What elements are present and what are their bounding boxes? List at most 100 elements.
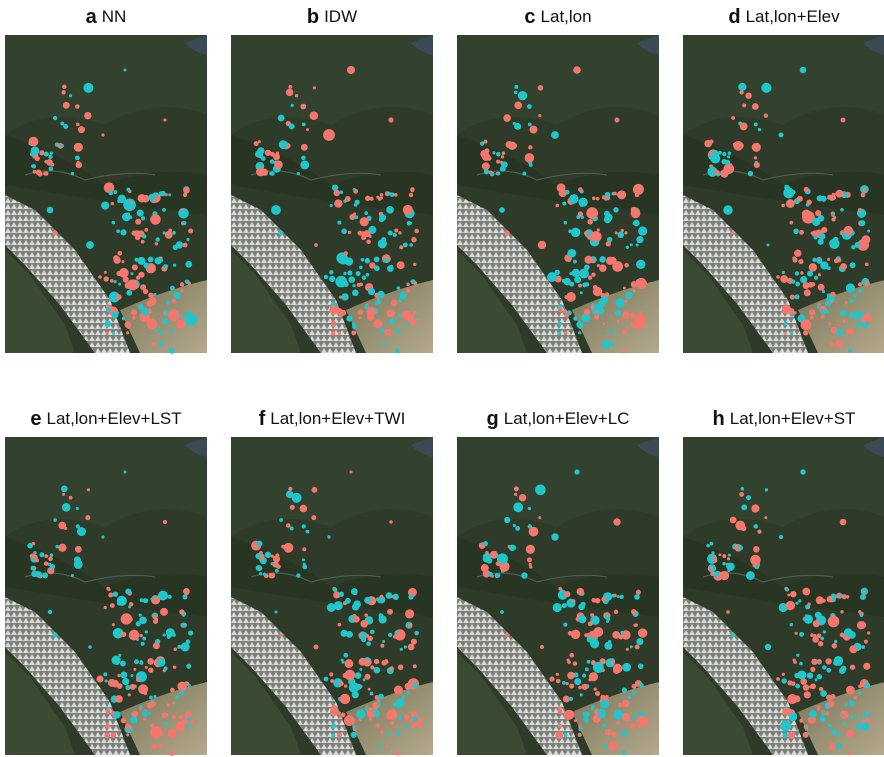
site-dot [352,290,359,297]
site-dot [300,160,309,169]
site-dot [513,524,516,527]
site-dot [399,292,406,299]
site-dot [108,588,111,591]
site-dot [85,515,90,520]
site-dot [567,249,576,258]
site-dot [514,85,518,89]
site-dot [585,256,593,264]
site-dot [152,342,157,347]
site-dot [831,729,837,735]
site-dot [39,552,44,557]
site-dot [828,616,840,628]
site-dot [595,712,599,716]
site-dot [302,558,305,561]
site-dot [364,674,370,680]
site-dot [617,232,624,239]
site-dot [183,243,188,248]
site-dot [365,258,370,263]
site-dot [31,164,35,168]
site-dot [331,733,335,737]
site-dot [163,318,169,324]
site-dot [331,723,336,728]
site-dot [859,220,865,226]
site-dot [329,270,333,274]
site-dot [484,148,489,153]
site-dot [349,214,355,220]
site-dot [352,725,355,728]
site-dot [112,312,119,319]
site-dot [836,329,843,336]
site-dot [848,751,852,755]
site-dot [158,341,163,346]
site-dot [551,131,559,139]
site-dot [118,654,121,657]
site-dot [178,715,183,720]
site-dot [512,143,517,148]
site-dot [830,342,835,347]
site-dot [405,323,408,326]
site-dot [114,659,120,665]
site-dot [841,714,844,717]
site-dot [345,257,353,265]
site-dot [597,264,600,267]
site-dot [106,332,109,335]
site-dot [399,245,403,249]
site-dot [587,219,593,225]
site-dot [143,598,148,603]
site-dot [492,151,495,154]
site-dot [620,631,624,635]
site-dot [809,685,812,688]
site-dot [160,608,168,616]
site-dot [619,595,623,599]
site-dot [391,299,398,306]
site-dot [413,716,419,722]
site-dot [177,645,181,649]
site-dot [130,684,136,690]
site-dot [50,151,53,154]
site-dot [176,320,185,329]
site-dot [259,551,263,555]
site-dot [563,696,570,703]
site-dot [168,309,180,321]
site-dot [574,276,581,283]
site-dot [416,318,419,321]
site-dot [547,272,557,282]
panel-name: Lat,lon+Elev+LST [46,409,181,428]
site-dot [835,340,842,347]
site-dot [630,322,635,327]
site-dot [302,524,306,528]
site-dot [501,161,508,168]
site-dot [626,246,629,249]
site-dot [176,721,186,731]
site-dot [740,123,748,131]
site-dot [386,309,394,317]
map-background [5,35,207,353]
site-dot [290,505,295,510]
site-dot [101,133,104,136]
site-dot [385,342,388,345]
site-dot [136,678,140,682]
site-dot [817,674,822,679]
site-dot [166,628,175,637]
site-dot [514,486,519,491]
site-dot [256,565,262,571]
site-dot [163,118,166,121]
site-dot [53,231,58,236]
site-dot [752,143,761,152]
site-dot [311,515,316,520]
site-dot [314,243,318,247]
site-dot [340,190,344,194]
site-dot [122,317,125,320]
site-dot [142,711,149,718]
site-dot [521,572,527,578]
site-dot [818,284,825,291]
site-dot [750,555,760,565]
site-dot [840,208,844,212]
site-dot [617,193,620,196]
site-dot [406,610,409,613]
site-dot [395,699,404,708]
site-dot [602,724,606,728]
site-dot [602,322,605,325]
site-dot [613,207,618,212]
site-dot [782,271,785,274]
